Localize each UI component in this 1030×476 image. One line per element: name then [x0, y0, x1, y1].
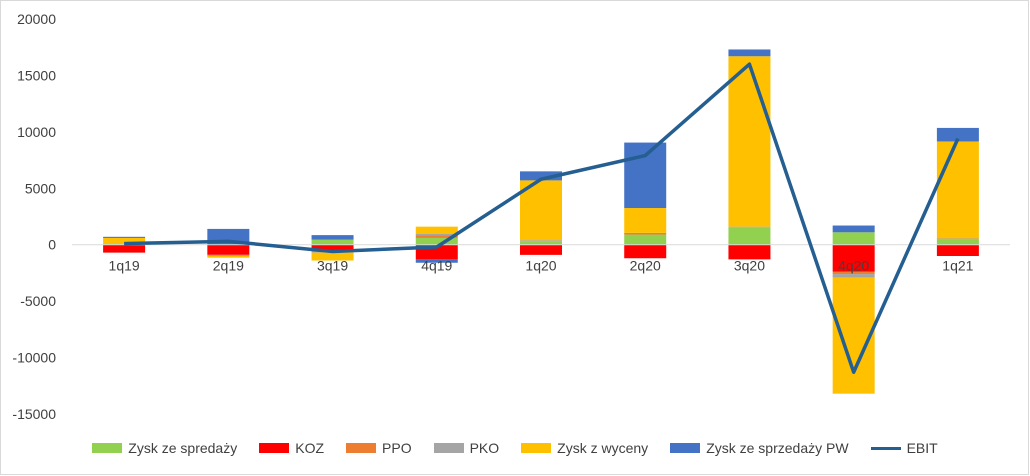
bar-segment — [832, 271, 875, 275]
x-tick-label: 4q20 — [838, 258, 869, 274]
bar-segment — [728, 49, 771, 57]
bar-segment — [103, 243, 146, 245]
bar-segment — [520, 241, 562, 245]
y-tick-label: 20000 — [17, 11, 56, 27]
bar-segment — [415, 226, 458, 234]
bar-segment — [624, 232, 667, 235]
legend-item: Zysk ze spredaży — [92, 440, 237, 456]
x-tick-label: 1q20 — [525, 258, 556, 274]
legend-label: KOZ — [295, 440, 325, 456]
x-tick-label: 2q19 — [213, 258, 244, 274]
bar-segment — [728, 227, 771, 245]
legend-label: PPO — [382, 440, 412, 456]
bar-segment — [415, 233, 458, 236]
bar-segment — [624, 208, 667, 233]
legend-item: EBIT — [870, 440, 938, 456]
y-tick-label: 5000 — [25, 180, 56, 196]
x-tick-label: 4q19 — [421, 258, 452, 274]
y-tick-label: -15000 — [12, 406, 56, 422]
legend-swatch — [259, 443, 290, 453]
legend-swatch — [670, 443, 701, 453]
x-tick-label: 3q19 — [317, 258, 348, 274]
bar-segment — [728, 244, 771, 260]
bar-segment — [728, 226, 771, 228]
legend-item: Zysk z wyceny — [521, 440, 648, 456]
bar-segment — [832, 274, 875, 278]
bar-segment — [728, 56, 771, 227]
legend: Zysk ze spredaży KOZ PPO PKO Zysk z wyceny Zy… — [0, 438, 1030, 458]
bar-segment — [207, 254, 250, 256]
bar-segment — [207, 256, 250, 258]
bar-segment — [936, 244, 979, 256]
legend-swatch — [346, 443, 377, 453]
bar-segment — [728, 227, 771, 228]
legend-item: Zysk ze sprzedaży PW — [670, 440, 849, 456]
bar-segment — [832, 232, 875, 245]
bar-segment — [103, 237, 146, 244]
x-tick-label: 1q19 — [109, 258, 140, 274]
legend-label: Zysk z wyceny — [557, 440, 649, 456]
bar-segment — [103, 236, 146, 238]
y-tick-label: 10000 — [17, 124, 56, 140]
bar-segment — [520, 244, 562, 255]
bar-segment — [936, 141, 979, 239]
bar-segment — [311, 244, 354, 251]
bar-segment — [415, 259, 458, 263]
legend-label: Zysk ze sprzedaży PW — [706, 440, 849, 456]
bar-segment — [936, 238, 979, 240]
bar-segment — [936, 239, 979, 245]
bar-segment — [311, 252, 354, 261]
x-tick-label: 1q21 — [942, 258, 973, 274]
legend-label: Zysk ze spredaży — [128, 440, 238, 456]
legend-item: PPO — [346, 440, 412, 456]
bar-segment — [624, 244, 667, 259]
bar-segment — [311, 239, 354, 245]
bar-segment — [832, 244, 875, 272]
legend-swatch — [92, 443, 123, 453]
bar-segment — [624, 234, 667, 245]
bar-segment — [207, 244, 250, 255]
legend-swatch — [870, 446, 901, 450]
legend-item: KOZ — [259, 440, 324, 456]
bar-segment — [624, 142, 667, 209]
y-tick-label: -5000 — [20, 293, 56, 309]
legend-swatch — [433, 443, 464, 453]
bar-segment — [415, 235, 458, 238]
y-tick-label: 0 — [48, 237, 56, 253]
legend-label: PKO — [469, 440, 500, 456]
x-tick-label: 2q20 — [630, 258, 661, 274]
legend-item: PKO — [433, 440, 500, 456]
y-tick-label: -10000 — [12, 350, 56, 366]
x-tick-label: 3q20 — [734, 258, 765, 274]
legend-label: EBIT — [906, 440, 938, 456]
bar-segment — [520, 171, 562, 181]
y-tick-label: 15000 — [17, 67, 56, 83]
bar-segment — [832, 225, 875, 233]
ebit-line — [124, 62, 960, 374]
legend-swatch — [521, 443, 552, 453]
bar-segment — [936, 127, 979, 142]
bar-segment — [311, 235, 354, 240]
bar-segment — [520, 240, 562, 242]
bar-segment — [415, 237, 458, 245]
bar-segment — [103, 244, 146, 253]
